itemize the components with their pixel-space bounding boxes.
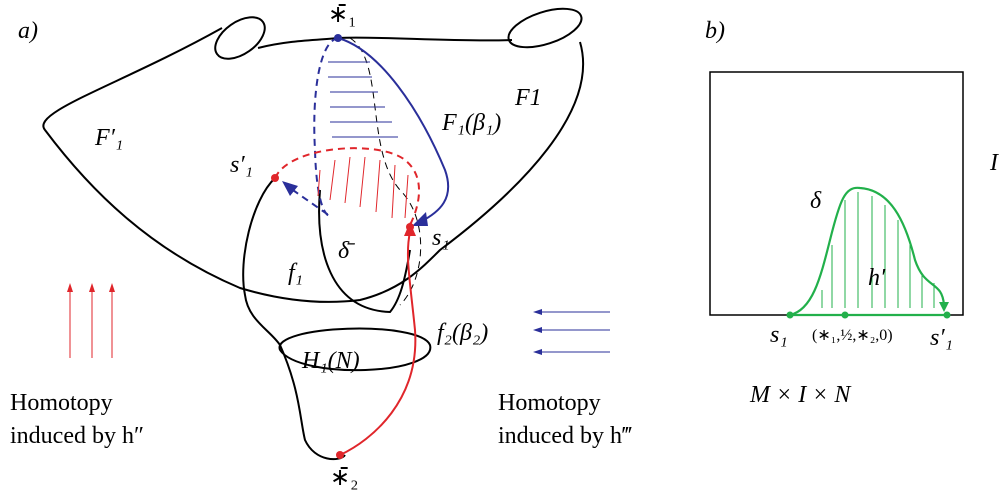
- label: ∗̄₁: [328, 2, 356, 28]
- label: ∗̄₂: [330, 465, 358, 491]
- label: s₁: [770, 322, 788, 348]
- label: F1: [514, 85, 542, 111]
- label: I: [989, 150, 999, 176]
- red-arrows: [67, 283, 115, 358]
- label: h′: [868, 265, 886, 291]
- label: H₁(N): [301, 348, 360, 374]
- label: F₁(β₁): [441, 110, 501, 136]
- caption: Homotopy: [10, 390, 113, 416]
- blue-arrows: [533, 309, 610, 355]
- label: δ: [810, 188, 822, 214]
- caption: induced by h″: [10, 423, 144, 449]
- caption: Homotopy: [498, 390, 601, 416]
- caption: M × I × N: [749, 382, 852, 408]
- label: s₁: [432, 225, 450, 251]
- label: s′₁: [230, 152, 253, 178]
- label: f₂(β₂): [437, 320, 488, 346]
- label: (∗₁,½,∗₂,0): [812, 327, 893, 344]
- caption: induced by h‴: [498, 423, 632, 449]
- label: f₁: [288, 260, 303, 286]
- label: F′₁: [94, 125, 123, 151]
- panel-b-figure: [710, 72, 963, 319]
- label: s′₁: [930, 325, 953, 351]
- panel-label: a): [18, 18, 38, 44]
- panel-label: b): [705, 18, 725, 44]
- label: δ̄: [338, 238, 355, 264]
- diagram: a) ∗̄₁ F′₁ F₁(β₁) F1 s′₁ s₁ δ̄ f₁ f₂(β₂)…: [0, 0, 1007, 498]
